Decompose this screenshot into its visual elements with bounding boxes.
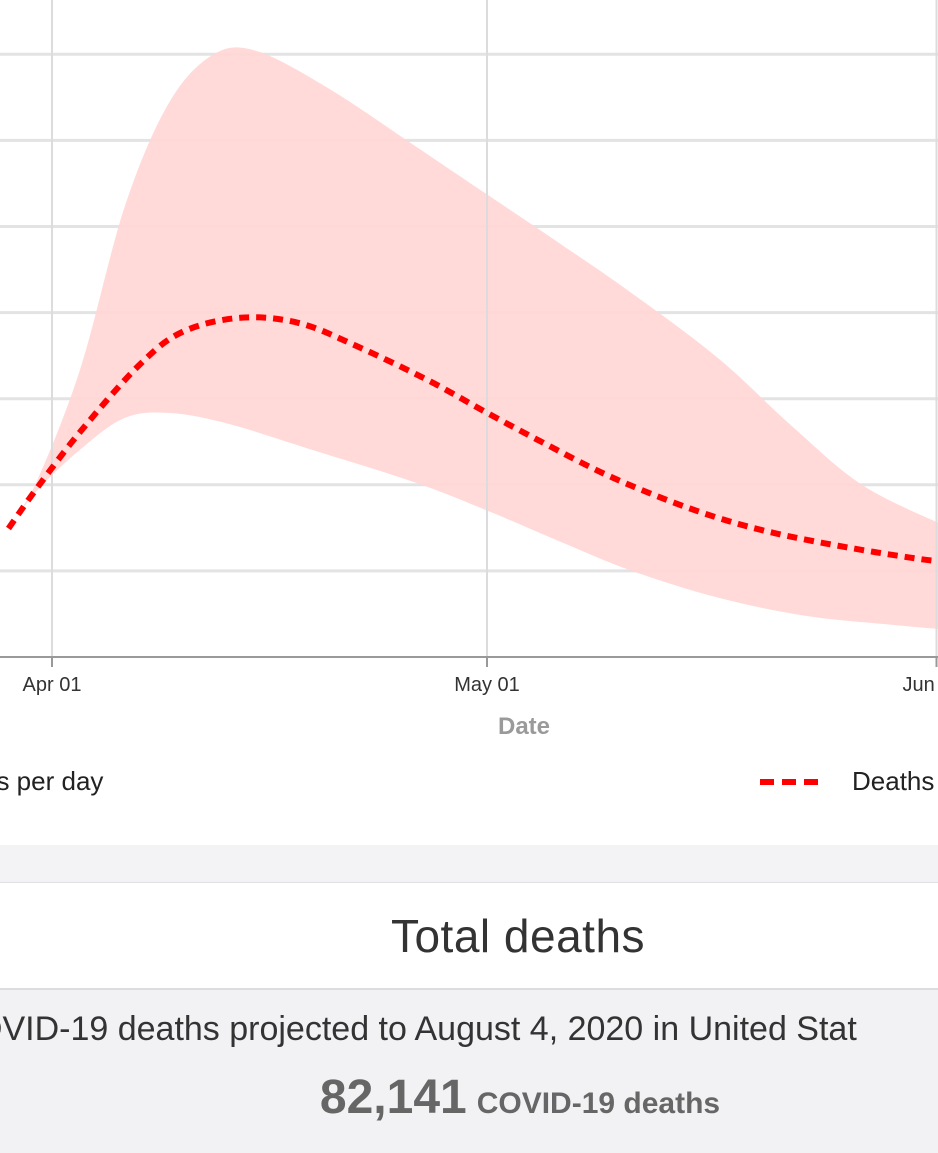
total-deaths-number: 82,141 <box>320 1071 467 1124</box>
total-deaths-title: Total deaths <box>0 909 938 963</box>
legend-label-deaths: Deaths <box>852 766 934 796</box>
chart-legend[interactable]: ns per day Deaths <box>0 766 934 796</box>
projection-text: OVID-19 deaths projected to August 4, 20… <box>0 1010 857 1049</box>
x-tick-label: Jun <box>903 674 935 696</box>
section-divider <box>0 845 938 882</box>
total-deaths-panel: OVID-19 deaths projected to August 4, 20… <box>0 988 938 1153</box>
uncertainty-band <box>9 47 938 630</box>
total-deaths-unit: COVID-19 deaths <box>477 1087 720 1120</box>
total-deaths-line: 82,141 COVID-19 deaths <box>0 1070 938 1125</box>
x-axis-title: Date <box>498 713 550 740</box>
chart-card: Apr 01 May 01 Jun Date ns per day Deaths <box>0 0 938 846</box>
x-tick-label: May 01 <box>454 674 520 696</box>
deaths-per-day-chart: Apr 01 May 01 Jun Date ns per day Deaths <box>0 0 938 845</box>
total-deaths-card: Total deaths OVID-19 deaths projected to… <box>0 882 938 1151</box>
x-axis-ticks: Apr 01 May 01 Jun <box>23 657 937 696</box>
legend-label-other: ns per day <box>0 766 103 796</box>
x-tick-label: Apr 01 <box>23 674 82 696</box>
